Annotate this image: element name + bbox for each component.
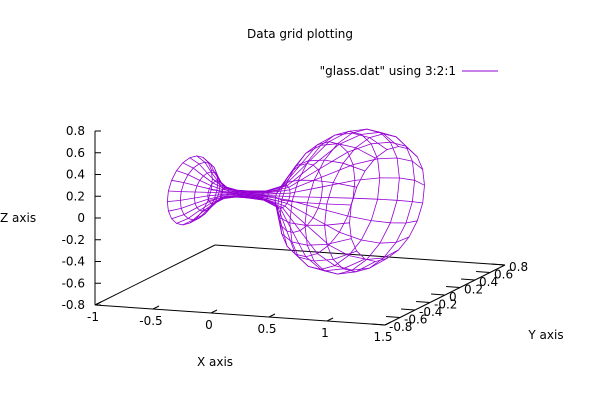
y-tick [476,271,491,273]
x-tick-label: 1 [321,326,329,340]
x-tick [152,305,160,310]
surface-meridian [202,195,410,244]
y-tick [386,316,401,318]
surface-meridian [207,194,418,224]
z-tick-label: -0.4 [62,255,85,269]
z-tick-label: 0 [77,211,85,225]
y-tick [446,286,461,288]
y-tick-label: 0.6 [494,268,513,282]
surface-meridian [167,194,350,226]
x-tick-label: 0.5 [257,322,276,336]
legend: "glass.dat" using 3:2:1 [320,64,498,78]
surface-meridian [176,159,366,194]
x-axis-line [94,304,386,326]
x-tick [384,321,392,326]
y-tick-label: -0.6 [404,313,427,327]
x-tick [268,313,276,318]
surface-meridian [182,143,376,193]
y-tick [431,293,446,296]
y-tick-label: 0.4 [479,275,498,289]
z-tick-label: 0.2 [66,189,85,203]
y-tick [416,301,431,303]
x-tick [210,309,218,314]
surface-meridian [171,195,357,262]
y-tick [371,323,386,326]
surface-meridian [168,195,352,246]
chart-title: Data grid plotting [247,27,353,41]
back-y-edge [94,244,216,306]
legend-label: "glass.dat" using 3:2:1 [320,64,456,78]
surface-ring [279,141,356,258]
z-tick-label: -0.6 [62,276,85,290]
x-tick-label: -0.5 [139,314,162,328]
surface-meridian [171,179,357,195]
surface-ring [277,163,323,233]
surface-wireframe [166,128,425,275]
surface-ring [289,130,381,270]
z-tick-label: -0.8 [62,298,85,312]
surface-meridian [168,190,352,206]
y-tick-label: -0.8 [389,320,412,334]
z-tick-label: -0.2 [62,233,85,247]
surface-meridian [196,195,399,260]
y-tick [491,263,506,266]
x-tick-label: 1.5 [373,330,392,344]
y-tick-label: 0 [449,290,457,304]
surface-ring [349,146,425,262]
y-tick-label: -0.2 [434,298,457,312]
z-axis-label: Z axis [0,211,36,225]
surface-meridian [182,196,376,275]
x-tick-label: -1 [87,310,99,324]
y-axis-label: Y axis [527,328,563,342]
back-x-edge [214,244,506,266]
y-tick-label: 0.8 [509,260,528,274]
z-tick-label: 0.8 [66,124,85,138]
surface-meridian [176,196,366,272]
y-tick [461,278,476,281]
x-axis-label: X axis [197,355,233,369]
x-tick-label: 0 [205,318,213,332]
z-tick-label: 0.6 [66,146,85,160]
y-tick [401,308,416,311]
surface-ring [324,133,415,273]
x-tick [326,317,334,322]
z-tick-label: 0.4 [66,168,85,182]
axes: -1 -0.5 0 0.5 1 1.5-0.8-0.6-0.4-0.200.20.40.6… [62,124,529,344]
y-tick-label: -0.4 [419,305,442,319]
surface-meridian [189,196,388,271]
surface-meridian [211,189,423,204]
y-tick-label: 0.2 [464,283,483,297]
